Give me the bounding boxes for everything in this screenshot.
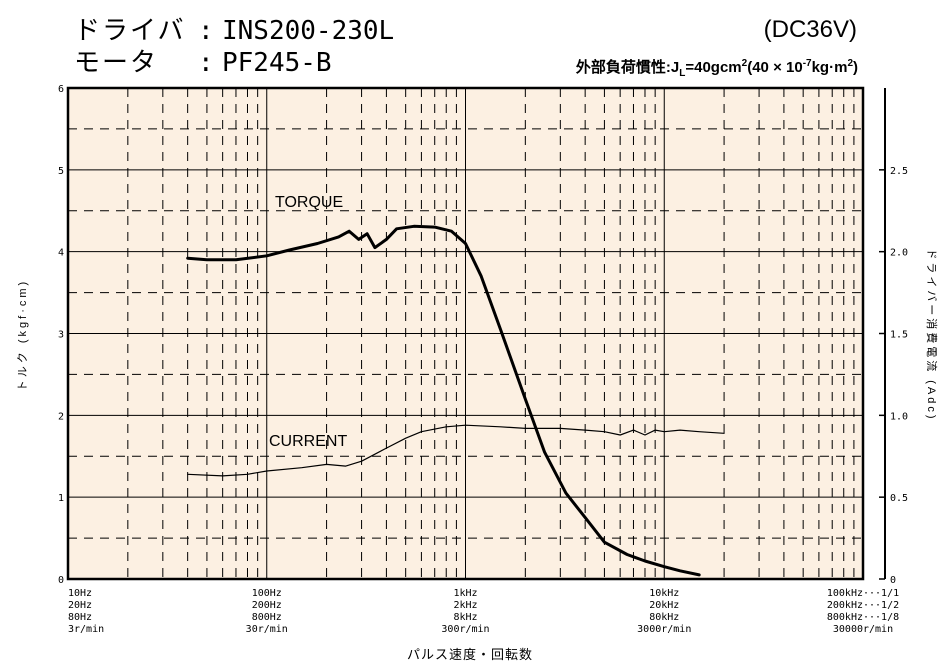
inertia-subscript: L <box>679 68 686 79</box>
current-series-label: CURRENT <box>269 433 347 450</box>
motor-separator: : <box>198 48 214 78</box>
y-tick-right: 1.5 <box>890 330 908 341</box>
inertia-exponent-1: 2 <box>741 58 748 69</box>
torque-curve <box>186 224 701 577</box>
x-tick-label: 80Hz <box>68 612 92 623</box>
y-axis-right-label: ドライバー消費電流 (Adc) <box>925 248 937 422</box>
motor-model: PF245-B <box>222 48 332 78</box>
y-tick-right: 0 <box>890 575 896 586</box>
inertia-paren: (40 × 10 <box>747 59 803 76</box>
x-tick-label: 100Hz <box>252 588 282 599</box>
x-tick-label: 10Hz <box>68 588 92 599</box>
inertia-close: ) <box>853 59 858 76</box>
series-layer <box>186 224 725 577</box>
x-tick-label: 100kHz···1/1 <box>827 588 899 599</box>
y-tick-right: 2.0 <box>890 248 908 259</box>
y-tick-right: 1.0 <box>890 411 908 422</box>
x-tick-label: 200kHz···1/2 <box>827 600 899 611</box>
y-tick-left: 6 <box>58 84 64 95</box>
inertia-exponent-3: 2 <box>847 58 853 69</box>
y-tick-left: 5 <box>58 166 64 177</box>
x-tick-label: 3r/min <box>68 624 104 635</box>
x-tick-label: 200Hz <box>252 600 282 611</box>
y-tick-left: 1 <box>58 493 64 504</box>
x-tick-label: 2kHz <box>453 600 477 611</box>
driver-model: INS200-230L <box>222 16 395 46</box>
y-tick-left: 4 <box>58 248 64 259</box>
x-tick-label: 10kHz <box>649 588 679 599</box>
inertia-value: =40gcm <box>685 59 742 76</box>
inertia-unit: kg·m <box>811 59 848 76</box>
x-tick-label: 30000r/min <box>833 624 893 635</box>
inertia-exponent-2: -7 <box>802 58 812 69</box>
x-tick-label: 1kHz <box>453 588 477 599</box>
x-tick-label: 8kHz <box>453 612 477 623</box>
y-tick-left: 3 <box>58 330 64 341</box>
x-tick-label: 800kHz···1/8 <box>827 612 899 623</box>
plot-frame <box>66 86 865 581</box>
driver-separator: : <box>198 16 214 46</box>
x-axis-label: パルス速度・回転数 <box>406 647 534 662</box>
inertia-label: 外部負荷慣性:J <box>575 59 680 76</box>
y-axis-left-label: トルク (kgf·cm) <box>17 278 29 392</box>
y-axis-right-ticks: 0 0.5 1.0 1.5 2.0 2.5 <box>879 166 908 586</box>
x-tick-label: 20kHz <box>649 600 679 611</box>
x-tick-label: 80kHz <box>649 612 679 623</box>
current-curve <box>187 424 725 477</box>
series-annotations: TORQUE CURRENT <box>269 194 347 450</box>
x-tick-label: 800Hz <box>252 612 282 623</box>
x-tick-label: 3000r/min <box>637 624 691 635</box>
y-tick-right: 0.5 <box>890 493 908 504</box>
motor-label: モータ <box>74 48 159 78</box>
y-tick-left: 2 <box>58 411 64 422</box>
supply-voltage: (DC36V) <box>763 16 857 43</box>
y-axis-left-ticks: 0 1 2 3 4 5 6 <box>58 84 64 586</box>
y-tick-left: 0 <box>58 575 64 586</box>
x-tick-label: 300r/min <box>441 624 489 635</box>
load-inertia-note: 外部負荷慣性:JL=40gcm2(40 × 10-7kg·m2) <box>576 56 858 79</box>
y-tick-right: 2.5 <box>890 166 908 177</box>
driver-label: ドライバ <box>74 16 186 46</box>
x-tick-label: 20Hz <box>68 600 92 611</box>
grid <box>68 88 863 579</box>
x-tick-label: 30r/min <box>246 624 288 635</box>
torque-series-label: TORQUE <box>275 194 343 211</box>
